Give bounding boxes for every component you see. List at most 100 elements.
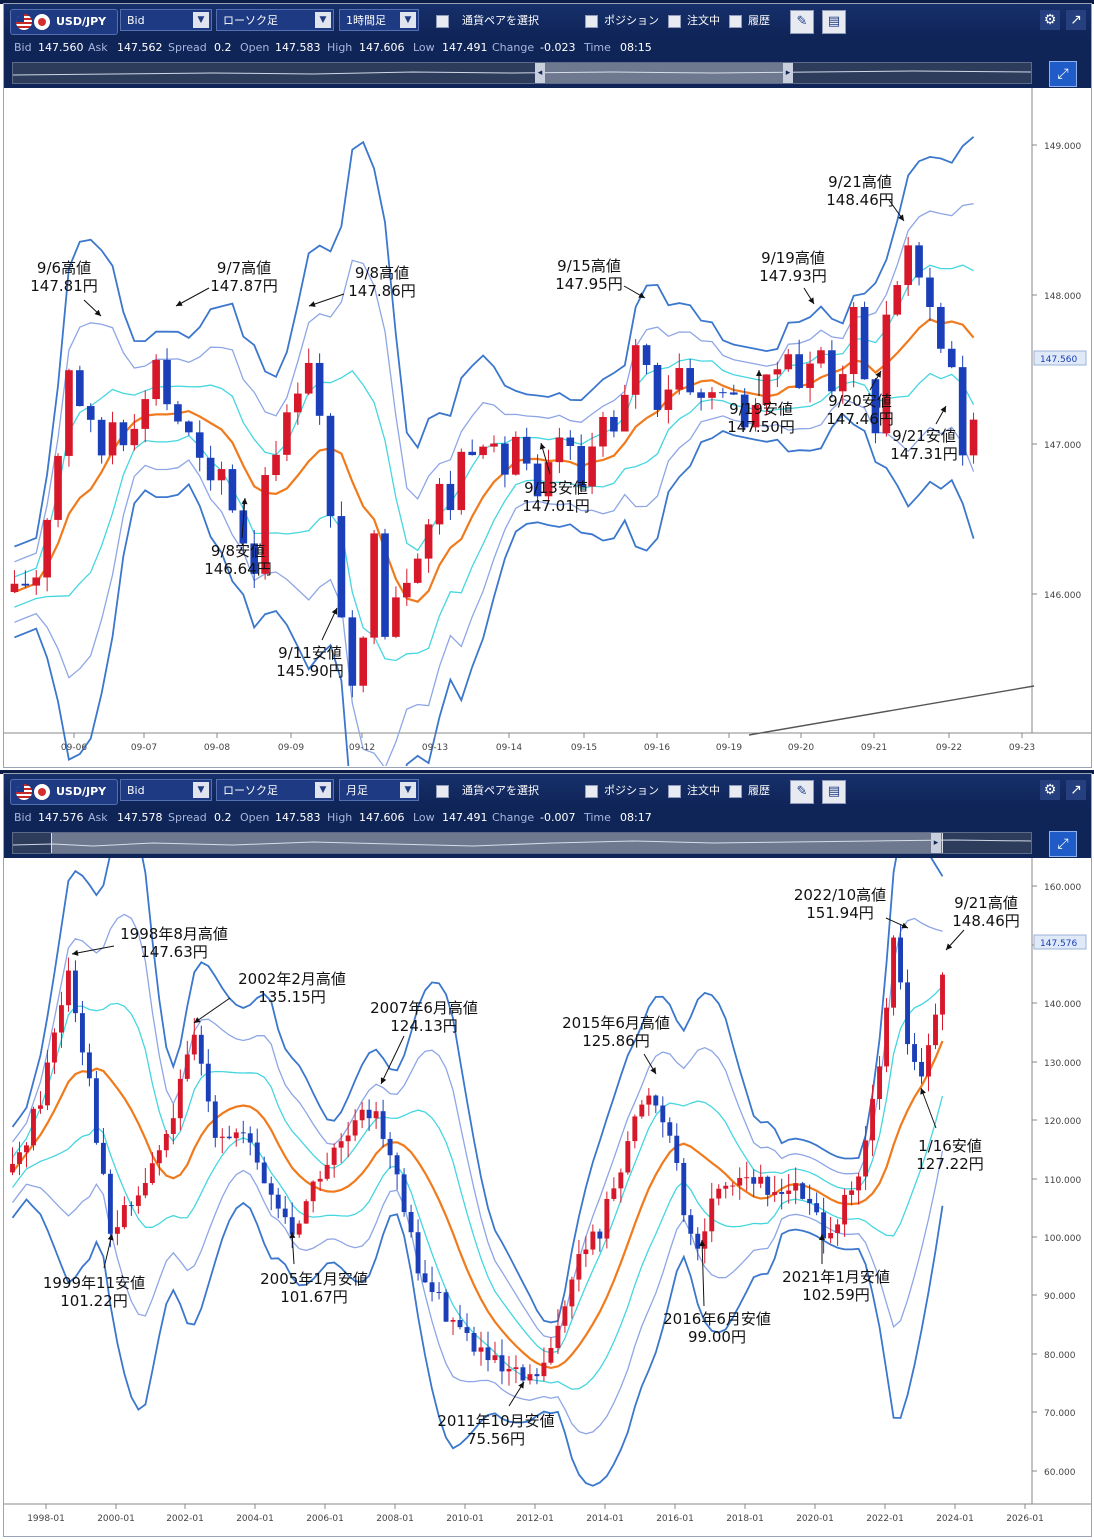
- navigator-track[interactable]: ◂ ▸: [12, 62, 1032, 84]
- candle-body: [527, 1374, 533, 1381]
- candle-body: [653, 1095, 659, 1106]
- candle-body: [604, 1198, 610, 1239]
- band-upper-2sigma: [11, 913, 943, 1339]
- candle-body: [821, 1212, 827, 1239]
- history-checkbox[interactable]: [729, 785, 742, 798]
- timeframe-select[interactable]: 月足 ▼: [339, 779, 419, 801]
- navigator-window[interactable]: [535, 63, 793, 83]
- annotation-label: 9/11安値: [278, 644, 342, 662]
- history-checkbox[interactable]: [729, 15, 742, 28]
- price-type-value: Bid: [127, 784, 145, 797]
- current-price-badge: [1033, 934, 1087, 950]
- bid-value: 147.576: [38, 811, 84, 824]
- annotation-price: 147.63円: [140, 943, 208, 961]
- orders-checkbox[interactable]: [668, 15, 681, 28]
- annotation-price: 75.56円: [467, 1430, 525, 1448]
- candle-body: [786, 1190, 792, 1194]
- candle-body: [688, 1215, 694, 1234]
- nav-left-arrow-icon[interactable]: ◂: [535, 63, 545, 83]
- candle-body: [926, 277, 934, 307]
- candle-body: [583, 1249, 589, 1255]
- high-label: High: [327, 41, 353, 54]
- annotation-price: 147.93円: [759, 267, 827, 285]
- candle-body: [501, 443, 509, 475]
- candle-body: [43, 519, 51, 578]
- position-checkbox[interactable]: [585, 15, 598, 28]
- draw-tool-icon[interactable]: ✎: [790, 10, 814, 34]
- change-label: Change: [492, 811, 535, 824]
- candle-body: [835, 1224, 841, 1234]
- symbol-selector[interactable]: USD/JPY: [10, 9, 118, 35]
- candle-body: [882, 314, 891, 434]
- history-label: 履歴: [748, 784, 770, 797]
- band-upper-3sigma: [11, 858, 944, 1324]
- candle-body: [272, 454, 280, 476]
- candle-body: [566, 437, 575, 446]
- candle-body: [541, 1362, 547, 1377]
- annotation-label: 2002年2月高値: [238, 970, 346, 988]
- y-tick-label: 140.000: [1044, 1000, 1081, 1010]
- candle-body: [152, 359, 160, 400]
- candle-body: [450, 1319, 456, 1322]
- annotation-price: 101.67円: [280, 1288, 348, 1306]
- chart-type-select[interactable]: ローソク足 ▼: [216, 9, 334, 31]
- candle-body: [969, 419, 978, 456]
- candle-body: [65, 970, 71, 1006]
- draw-tool-icon[interactable]: ✎: [790, 780, 814, 804]
- position-checkbox[interactable]: [585, 785, 598, 798]
- popout-icon[interactable]: ↗: [1066, 780, 1086, 800]
- candle-body: [674, 1135, 680, 1163]
- candle-body: [863, 1140, 869, 1177]
- chevron-down-icon: ▼: [400, 782, 416, 798]
- candle-body: [856, 1176, 862, 1191]
- navigator-bar: ◂ ▸ ⤢: [4, 58, 1091, 88]
- annotation-arrow-line: [920, 1087, 937, 1129]
- nav-right-arrow-icon[interactable]: ▸: [931, 833, 941, 853]
- candle-body: [784, 354, 793, 370]
- popout-icon[interactable]: ↗: [1066, 10, 1086, 30]
- candle-body: [247, 1133, 253, 1143]
- candle-body: [76, 370, 84, 407]
- gear-icon[interactable]: ⚙: [1040, 10, 1060, 30]
- navigator-track[interactable]: ▸: [12, 832, 1032, 854]
- candle-body: [632, 1116, 638, 1142]
- price-type-select[interactable]: Bid ▼: [120, 779, 212, 801]
- candlestick-chart-monthly[interactable]: 160.000150.000140.000130.000120.000110.0…: [4, 858, 1091, 1535]
- pair-select-checkbox[interactable]: [436, 15, 449, 28]
- candle-body: [740, 394, 749, 428]
- annotation-arrowhead: [539, 443, 546, 450]
- expand-icon[interactable]: ⤢: [1049, 61, 1077, 87]
- annotation-arrowhead: [94, 309, 101, 316]
- low-value: 147.491: [442, 811, 488, 824]
- candle-body: [198, 1034, 204, 1064]
- timeframe-select[interactable]: 1時間足 ▼: [339, 9, 419, 31]
- candle-body: [709, 1198, 715, 1232]
- navigator-window[interactable]: [51, 833, 943, 853]
- candle-body: [170, 1118, 176, 1134]
- candle-body: [646, 1095, 652, 1105]
- annotation-arrowhead: [946, 943, 953, 950]
- candle-body: [940, 974, 945, 1015]
- nav-right-arrow-icon[interactable]: ▸: [783, 63, 793, 83]
- candlestick-chart-hourly[interactable]: 149.000 148.000 147.000 146.000 147.560 09-06…: [4, 88, 1091, 766]
- candle-body: [32, 577, 41, 586]
- candle-body: [10, 1163, 15, 1173]
- candle-body: [569, 1279, 575, 1307]
- gear-icon[interactable]: ⚙: [1040, 780, 1060, 800]
- ask-value: 147.562: [117, 41, 163, 54]
- candle-body: [871, 379, 880, 434]
- price-type-select[interactable]: Bid ▼: [120, 9, 212, 31]
- orders-checkbox[interactable]: [668, 785, 681, 798]
- window-icon[interactable]: ▤: [822, 780, 846, 804]
- candle-body: [576, 1254, 582, 1280]
- candle-body: [702, 1231, 708, 1249]
- expand-icon[interactable]: ⤢: [1049, 831, 1077, 857]
- window-icon[interactable]: ▤: [822, 10, 846, 34]
- x-tick-label: 2014-01: [586, 1514, 624, 1524]
- annotation-price: 147.95円: [555, 275, 623, 293]
- annotation-arrowhead: [309, 301, 316, 307]
- pair-select-checkbox[interactable]: [436, 785, 449, 798]
- chart-type-select[interactable]: ローソク足 ▼: [216, 779, 334, 801]
- x-tick-label: 09-19: [716, 743, 742, 753]
- symbol-selector[interactable]: USD/JPY: [10, 779, 118, 805]
